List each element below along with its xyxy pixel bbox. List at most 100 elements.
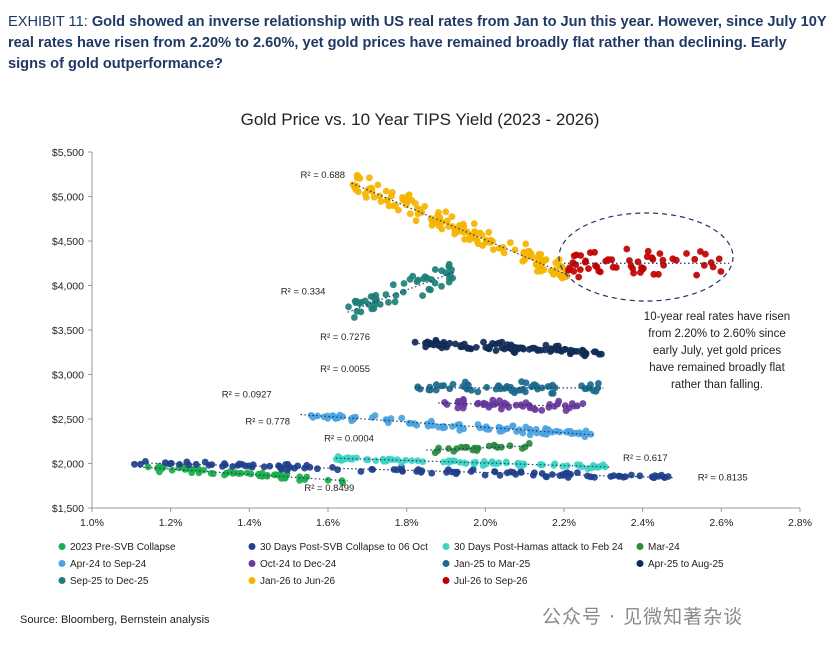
data-point xyxy=(582,257,589,265)
data-point xyxy=(424,420,431,428)
data-point xyxy=(445,223,452,230)
data-point xyxy=(385,455,392,463)
data-point xyxy=(525,440,533,447)
data-point xyxy=(576,429,583,436)
data-point xyxy=(531,406,539,413)
data-point xyxy=(431,266,439,273)
data-point xyxy=(489,238,496,245)
r-squared-label: R² = 0.617 xyxy=(623,453,668,464)
data-point xyxy=(471,460,478,468)
highlight-ellipse xyxy=(558,212,734,302)
data-point xyxy=(585,265,592,272)
data-point xyxy=(417,469,425,476)
data-point xyxy=(683,250,690,257)
data-point xyxy=(443,401,451,408)
data-point xyxy=(471,228,478,236)
header-line-2: real rates have risen from 2.20% to 2.60… xyxy=(8,35,787,51)
data-point xyxy=(207,470,215,477)
r-squared-label: R² = 0.8135 xyxy=(698,472,748,483)
x-tick-label: 2.4% xyxy=(631,517,655,529)
y-tick-label: $2,500 xyxy=(52,414,84,426)
r-squared-label: R² = 0.688 xyxy=(300,170,345,181)
legend-label: Apr-24 to Sep-24 xyxy=(70,559,147,570)
data-point xyxy=(446,339,454,347)
data-point xyxy=(697,248,704,255)
legend: 2023 Pre-SVB Collapse 30 Days Post-SVB Co… xyxy=(58,542,724,587)
data-point xyxy=(137,460,144,468)
data-point xyxy=(351,297,359,305)
data-point xyxy=(413,421,421,429)
data-point xyxy=(544,383,552,390)
data-point xyxy=(510,343,518,351)
y-tick-label: $5,000 xyxy=(52,192,84,204)
y-tick-label: $2,000 xyxy=(52,459,84,471)
data-point xyxy=(578,463,586,471)
data-point xyxy=(519,385,527,393)
data-point xyxy=(508,387,516,395)
data-point xyxy=(715,255,723,263)
data-point xyxy=(382,291,390,298)
data-point xyxy=(636,472,644,480)
scatter-chart: Gold Price vs. 10 Year TIPS Yield (2023 … xyxy=(52,110,812,587)
data-point xyxy=(462,460,470,467)
data-point xyxy=(456,426,464,434)
data-point xyxy=(445,278,453,286)
data-point xyxy=(449,380,457,388)
data-point xyxy=(468,386,475,394)
data-point xyxy=(221,471,228,479)
data-point xyxy=(581,433,589,441)
data-point xyxy=(329,412,336,419)
data-point xyxy=(345,303,352,311)
data-point xyxy=(691,255,699,263)
data-point xyxy=(421,203,429,210)
data-point xyxy=(377,198,385,205)
data-point xyxy=(547,345,555,353)
data-point xyxy=(390,202,397,210)
data-point xyxy=(519,257,527,265)
trend-lines xyxy=(131,182,730,482)
data-point xyxy=(507,239,514,247)
data-point xyxy=(581,385,589,393)
data-point xyxy=(596,463,603,471)
legend-marker xyxy=(248,577,256,584)
data-point xyxy=(434,212,441,220)
data-point xyxy=(474,388,482,396)
data-point xyxy=(442,269,450,277)
data-point xyxy=(550,269,558,277)
data-point xyxy=(476,424,484,432)
data-point xyxy=(232,469,240,477)
header-line-3: signs of gold outperformance? xyxy=(8,56,223,72)
data-point xyxy=(702,250,709,258)
data-point xyxy=(489,246,497,253)
data-point xyxy=(474,399,482,407)
data-point xyxy=(634,258,642,266)
data-point xyxy=(414,205,421,212)
data-point xyxy=(144,463,152,471)
data-point xyxy=(591,463,598,471)
data-point xyxy=(444,466,452,474)
r-squared-labels: R² = 0.688 R² = 0.334 R² = 0.7276 R² = 0.00… xyxy=(222,170,748,494)
data-point xyxy=(461,444,468,451)
data-point xyxy=(505,404,513,411)
data-point xyxy=(439,424,447,432)
data-point xyxy=(388,192,395,200)
trend-line xyxy=(438,402,584,408)
y-tick-label: $3,000 xyxy=(52,370,84,382)
data-point xyxy=(282,461,289,468)
data-point xyxy=(451,468,459,476)
data-point xyxy=(406,276,414,283)
data-point xyxy=(480,401,487,409)
legend-marker xyxy=(442,560,450,567)
data-point xyxy=(266,462,274,470)
data-point xyxy=(562,346,569,353)
legend-label: Jan-25 to Mar-25 xyxy=(454,559,531,570)
data-point xyxy=(650,270,658,278)
r-squared-label: R² = 0.0927 xyxy=(222,390,272,401)
data-point xyxy=(408,457,416,465)
data-point xyxy=(595,267,603,275)
data-point xyxy=(413,278,421,285)
watermark: 公众号 · 见微知著杂谈 xyxy=(542,606,744,628)
data-point xyxy=(656,250,664,257)
legend-marker xyxy=(636,543,644,550)
data-point xyxy=(419,292,426,299)
